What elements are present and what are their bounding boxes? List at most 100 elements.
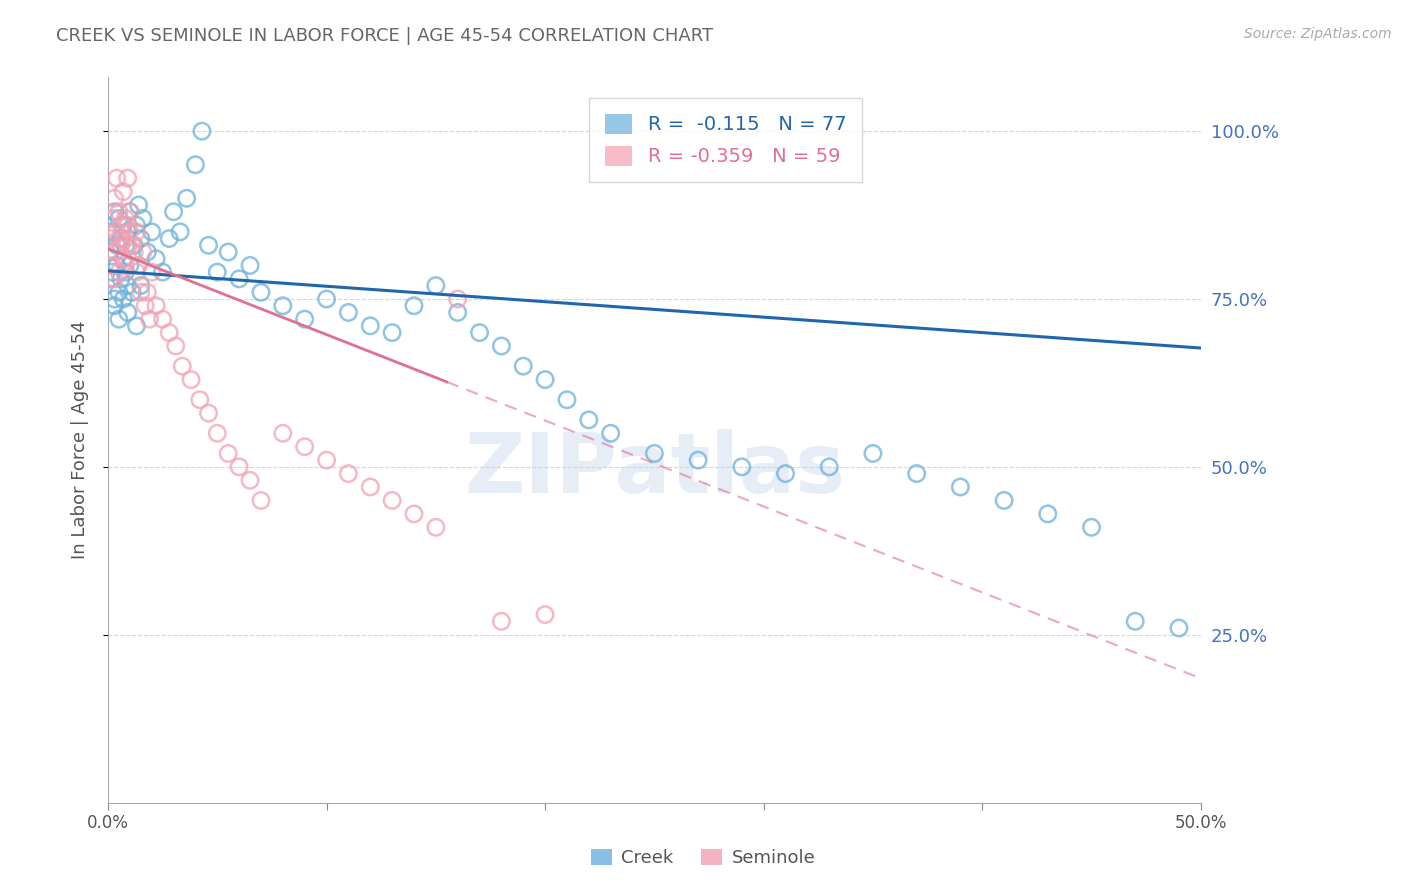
Point bbox=[108, 231, 131, 245]
Point bbox=[138, 312, 160, 326]
Point bbox=[114, 211, 136, 226]
Point bbox=[197, 406, 219, 420]
Point bbox=[105, 171, 128, 186]
Point bbox=[98, 272, 121, 286]
Point bbox=[103, 299, 125, 313]
Point bbox=[141, 225, 163, 239]
Point bbox=[217, 446, 239, 460]
Point bbox=[862, 446, 884, 460]
Point bbox=[125, 265, 148, 279]
Point bbox=[294, 312, 316, 326]
Point bbox=[108, 285, 131, 300]
Text: CREEK VS SEMINOLE IN LABOR FORCE | AGE 45-54 CORRELATION CHART: CREEK VS SEMINOLE IN LABOR FORCE | AGE 4… bbox=[56, 27, 713, 45]
Point bbox=[103, 204, 125, 219]
Point bbox=[157, 231, 180, 245]
Point bbox=[688, 453, 710, 467]
Point bbox=[578, 413, 600, 427]
Point bbox=[534, 373, 557, 387]
Point bbox=[555, 392, 578, 407]
Point bbox=[359, 480, 381, 494]
Point bbox=[125, 225, 148, 239]
Point bbox=[114, 238, 136, 252]
Point bbox=[145, 299, 167, 313]
Point bbox=[381, 493, 404, 508]
Point bbox=[117, 305, 139, 319]
Point bbox=[101, 265, 124, 279]
Point bbox=[162, 204, 184, 219]
Point bbox=[381, 326, 404, 340]
Point bbox=[169, 225, 191, 239]
Point bbox=[118, 259, 141, 273]
Point bbox=[114, 265, 136, 279]
Point bbox=[134, 299, 156, 313]
Point bbox=[491, 339, 513, 353]
Point bbox=[152, 312, 174, 326]
Point bbox=[1036, 507, 1059, 521]
Point bbox=[337, 305, 360, 319]
Point bbox=[1123, 615, 1146, 629]
Point bbox=[112, 185, 135, 199]
Point bbox=[132, 245, 155, 260]
Point bbox=[112, 252, 135, 266]
Point bbox=[402, 299, 425, 313]
Point bbox=[228, 272, 250, 286]
Point bbox=[188, 392, 211, 407]
Point bbox=[122, 238, 145, 252]
Point bbox=[117, 278, 139, 293]
Point bbox=[271, 299, 294, 313]
Point bbox=[105, 238, 128, 252]
Point bbox=[105, 225, 128, 239]
Point bbox=[136, 285, 159, 300]
Point bbox=[128, 259, 150, 273]
Point bbox=[118, 204, 141, 219]
Point bbox=[228, 459, 250, 474]
Point bbox=[122, 245, 145, 260]
Point bbox=[112, 252, 135, 266]
Point bbox=[103, 272, 125, 286]
Point bbox=[117, 171, 139, 186]
Point bbox=[425, 520, 447, 534]
Point bbox=[114, 259, 136, 273]
Point bbox=[141, 265, 163, 279]
Point bbox=[157, 326, 180, 340]
Point bbox=[1080, 520, 1102, 534]
Point bbox=[117, 238, 139, 252]
Point bbox=[315, 292, 337, 306]
Point bbox=[491, 615, 513, 629]
Point bbox=[108, 312, 131, 326]
Point bbox=[121, 238, 143, 252]
Point bbox=[425, 278, 447, 293]
Point bbox=[402, 507, 425, 521]
Point bbox=[103, 292, 125, 306]
Point bbox=[145, 252, 167, 266]
Text: Source: ZipAtlas.com: Source: ZipAtlas.com bbox=[1244, 27, 1392, 41]
Point bbox=[993, 493, 1015, 508]
Point bbox=[112, 218, 135, 232]
Point bbox=[125, 318, 148, 333]
Point bbox=[949, 480, 972, 494]
Point bbox=[905, 467, 928, 481]
Point bbox=[643, 446, 665, 460]
Point bbox=[197, 238, 219, 252]
Point bbox=[98, 245, 121, 260]
Point bbox=[98, 231, 121, 245]
Point bbox=[118, 225, 141, 239]
Point bbox=[129, 231, 152, 245]
Point bbox=[207, 265, 229, 279]
Point bbox=[250, 285, 273, 300]
Point bbox=[132, 211, 155, 226]
Point bbox=[105, 259, 128, 273]
Point bbox=[239, 259, 262, 273]
Point bbox=[108, 265, 131, 279]
Point bbox=[217, 245, 239, 260]
Y-axis label: In Labor Force | Age 45-54: In Labor Force | Age 45-54 bbox=[72, 321, 89, 559]
Point bbox=[108, 211, 131, 226]
Point bbox=[818, 459, 841, 474]
Point bbox=[103, 245, 125, 260]
Point bbox=[136, 245, 159, 260]
Point bbox=[152, 265, 174, 279]
Point bbox=[121, 285, 143, 300]
Point bbox=[534, 607, 557, 622]
Point bbox=[103, 191, 125, 205]
Point bbox=[108, 204, 131, 219]
